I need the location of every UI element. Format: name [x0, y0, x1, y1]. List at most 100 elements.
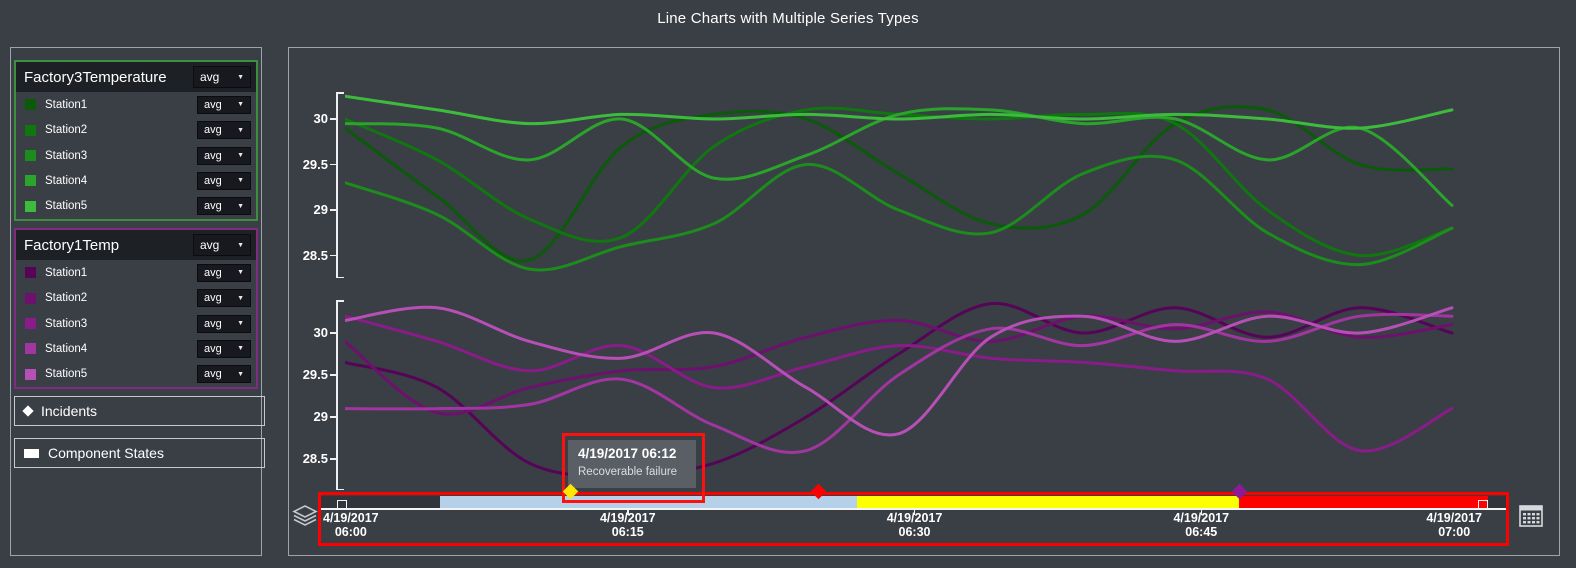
timeline-range-bracket: [337, 500, 347, 508]
chart-panel: [288, 47, 1560, 556]
legend-item-station1[interactable]: Station1 avg ▼: [16, 92, 256, 117]
timeline-tick: [627, 509, 629, 515]
toggle-label: Incidents: [41, 403, 98, 419]
incident-tooltip: 4/19/2017 06:12 Recoverable failure: [568, 440, 696, 488]
timeline-tick: [1200, 509, 1202, 515]
series-swatch: [25, 368, 36, 380]
series-swatch: [25, 292, 36, 304]
y-axis-tick: [330, 163, 336, 166]
series-swatch: [25, 124, 36, 136]
rect-icon: [24, 448, 39, 458]
series-label: Station1: [45, 98, 88, 111]
series-line-station1: [345, 301, 1454, 478]
toggle-incidents[interactable]: Incidents: [14, 396, 265, 426]
timeline-segment-none: [1488, 496, 1506, 508]
series-line-station4: [345, 107, 1454, 207]
legend-item-station1[interactable]: Station1 avg ▼: [16, 260, 256, 285]
chevron-down-icon: ▼: [237, 320, 244, 328]
line-chart-plot-1[interactable]: [345, 88, 1455, 282]
y-axis-tick-label: 29: [313, 202, 328, 217]
chevron-down-icon: ▼: [237, 294, 244, 302]
series-line-station2: [345, 106, 1454, 258]
chevron-down-icon: ▼: [237, 101, 244, 109]
y-axis-tick: [330, 458, 336, 460]
legend-item-station4[interactable]: Station4 avg ▼: [16, 168, 256, 193]
legend-sidebar: Factory3Temperature avg ▼ Station1 avg ▼ Stati…: [10, 47, 265, 556]
aggregation-dropdown[interactable]: avg ▼: [197, 146, 251, 165]
timeline-segment-warning: [857, 496, 1240, 508]
legend-group-factory3temperature: Factory3Temperature avg ▼ Station1 avg ▼ Stati…: [14, 60, 258, 221]
aggregation-dropdown[interactable]: avg ▼: [197, 314, 251, 333]
chevron-down-icon: ▼: [237, 370, 244, 378]
y-axis-tick-label: 29.5: [302, 367, 328, 382]
y-axis-tick-label: 30: [313, 325, 328, 340]
y-axis-tick-label: 28.5: [302, 247, 328, 263]
timeline-label-0600: 4/19/2017 06:00: [323, 511, 379, 539]
series-swatch: [25, 318, 36, 330]
series-label: Station3: [45, 149, 88, 162]
chevron-down-icon: ▼: [237, 202, 244, 210]
timeline-range-bracket: [1478, 500, 1488, 508]
legend-group-header: Factory3Temperature avg ▼: [16, 62, 256, 92]
aggregation-dropdown[interactable]: avg ▼: [193, 66, 251, 88]
legend-item-station5[interactable]: Station5 avg ▼: [16, 194, 256, 219]
timeline-segment-error: [1239, 496, 1488, 508]
selected-incident-outline: [562, 433, 705, 503]
series-swatch: [25, 343, 36, 355]
aggregation-dropdown[interactable]: avg ▼: [197, 121, 251, 140]
chevron-down-icon: ▼: [237, 177, 244, 185]
series-label: Station5: [45, 200, 88, 213]
diamond-icon: [22, 405, 34, 417]
chevron-down-icon: ▼: [237, 241, 244, 249]
y-axis-cap-bottom: [336, 488, 344, 490]
series-line-station3: [345, 314, 1454, 453]
legend-item-station4[interactable]: Station4 avg ▼: [16, 336, 256, 361]
aggregation-dropdown[interactable]: avg ▼: [197, 171, 251, 190]
aggregation-dropdown[interactable]: avg ▼: [197, 197, 251, 216]
legend-item-station5[interactable]: Station5 avg ▼: [16, 362, 256, 387]
aggregation-dropdown[interactable]: avg ▼: [193, 234, 251, 256]
series-line-station4: [345, 312, 1454, 454]
toggle-component-states[interactable]: Component States: [14, 438, 265, 468]
series-swatch: [25, 150, 36, 162]
timeline-baseline: [321, 508, 1506, 510]
series-line-station5: [345, 94, 1454, 130]
series-label: Station4: [45, 174, 88, 187]
series-label: Station2: [45, 292, 88, 305]
timeline-label-0700: 4/19/2017 07:00: [1426, 511, 1482, 539]
legend-item-station3[interactable]: Station3 avg ▼: [16, 143, 256, 168]
y-axis-tick: [330, 374, 336, 376]
aggregation-dropdown[interactable]: avg ▼: [197, 339, 251, 358]
y-axis-tick-label: 29: [313, 409, 328, 424]
legend-group-title: Factory1Temp: [24, 236, 120, 254]
series-swatch: [25, 200, 36, 212]
legend-group-title: Factory3Temperature: [24, 68, 167, 86]
series-label: Station2: [45, 124, 88, 137]
page-title: Line Charts with Multiple Series Types: [657, 10, 919, 27]
tooltip-message: Recoverable failure: [578, 466, 678, 478]
line-chart-plot-2[interactable]: [345, 296, 1455, 494]
layers-icon[interactable]: [292, 504, 318, 528]
aggregation-dropdown[interactable]: avg ▼: [197, 289, 251, 308]
aggregation-dropdown[interactable]: avg ▼: [197, 95, 251, 114]
series-label: Station4: [45, 342, 88, 355]
series-label: Station1: [45, 266, 88, 279]
legend-item-station2[interactable]: Station2 avg ▼: [16, 285, 256, 310]
aggregation-dropdown[interactable]: avg ▼: [197, 263, 251, 282]
toggle-label: Component States: [48, 445, 164, 461]
series-label: Station3: [45, 317, 88, 330]
chevron-down-icon: ▼: [237, 152, 244, 160]
legend-item-station3[interactable]: Station3 avg ▼: [16, 311, 256, 336]
calendar-icon[interactable]: [1519, 505, 1543, 527]
y-axis-tick-label: 30: [313, 111, 328, 126]
timeline-navigator[interactable]: 4/19/2017 06:00 4/19/2017 06:15 4/19/2017 06:…: [318, 492, 1509, 546]
y-axis-cap-top: [336, 92, 344, 94]
legend-item-station2[interactable]: Station2 avg ▼: [16, 117, 256, 142]
chevron-down-icon: ▼: [237, 345, 244, 353]
series-swatch: [25, 267, 36, 279]
series-label: Station5: [45, 368, 88, 381]
y-axis-tick: [330, 332, 336, 334]
y-axis-tick: [330, 254, 336, 257]
timeline-label-0615: 4/19/2017 06:15: [599, 511, 656, 539]
aggregation-dropdown[interactable]: avg ▼: [197, 365, 251, 384]
